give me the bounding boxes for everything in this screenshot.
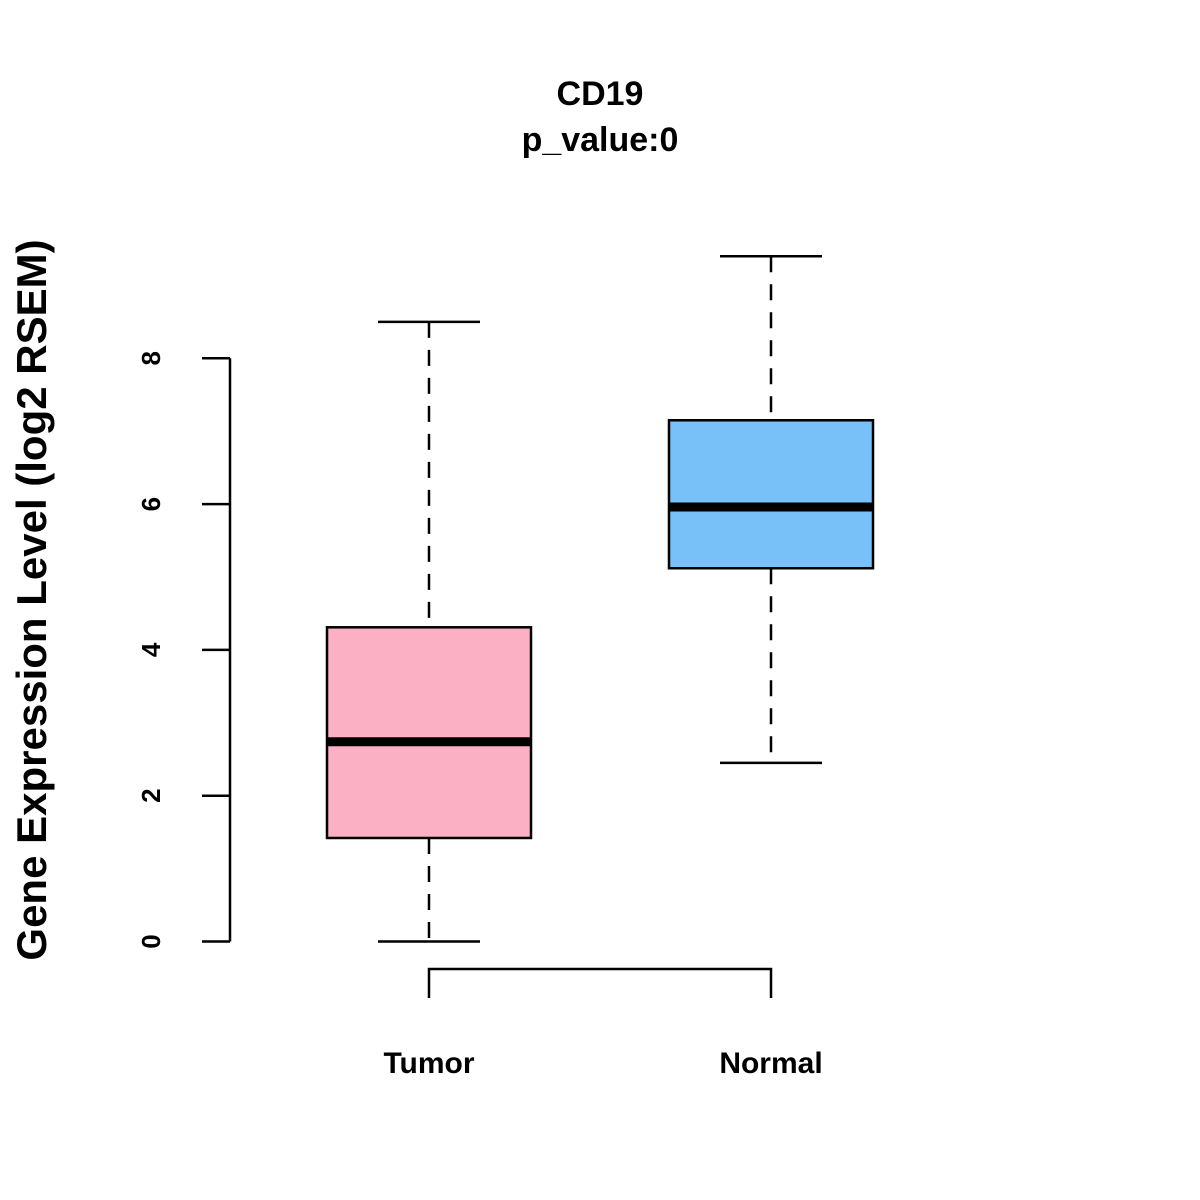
chart-subtitle: p_value:0 bbox=[522, 121, 679, 159]
box-series bbox=[325, 254, 875, 943]
chart-title: CD19 bbox=[557, 75, 644, 113]
x-axis-category-labels: Tumor Normal bbox=[383, 1047, 822, 1080]
iqr-box-normal bbox=[667, 419, 875, 570]
y-tick-label-4: 4 bbox=[136, 642, 166, 657]
y-axis-label: Gene Expression Level (log2 RSEM) bbox=[8, 239, 55, 960]
y-tick-label-8: 8 bbox=[136, 351, 166, 365]
y-axis: 0 2 4 6 8 bbox=[136, 351, 232, 949]
y-tick-label-6: 6 bbox=[136, 497, 166, 511]
box-tumor bbox=[325, 320, 533, 943]
y-tick-label-2: 2 bbox=[136, 788, 166, 802]
iqr-box-tumor bbox=[325, 626, 533, 840]
x-category-label-normal: Normal bbox=[719, 1047, 822, 1080]
box-normal bbox=[667, 254, 875, 765]
comparison-bracket bbox=[427, 967, 773, 998]
bracket-line bbox=[427, 967, 773, 998]
x-category-label-tumor: Tumor bbox=[383, 1047, 474, 1080]
y-tick-label-0: 0 bbox=[136, 934, 166, 948]
